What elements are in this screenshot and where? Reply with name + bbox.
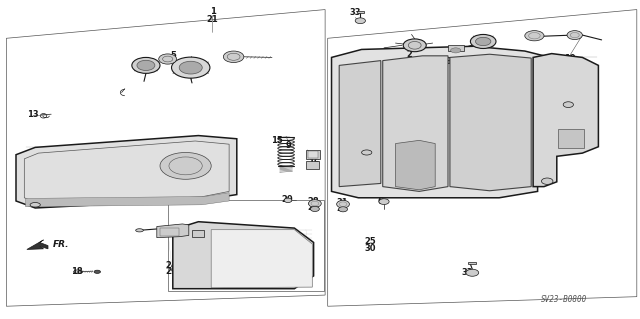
- Ellipse shape: [132, 57, 160, 73]
- Polygon shape: [396, 140, 435, 190]
- Ellipse shape: [310, 206, 319, 211]
- Polygon shape: [173, 222, 314, 289]
- Text: 19: 19: [564, 54, 575, 63]
- Text: SV23-B0800: SV23-B0800: [541, 295, 588, 304]
- Text: 21: 21: [207, 15, 218, 24]
- Ellipse shape: [362, 150, 372, 155]
- Polygon shape: [211, 230, 312, 288]
- Polygon shape: [16, 136, 237, 208]
- Ellipse shape: [541, 178, 553, 184]
- Text: 17: 17: [537, 177, 548, 186]
- Bar: [357, 11, 364, 13]
- Ellipse shape: [172, 57, 210, 78]
- Text: 11: 11: [189, 61, 201, 70]
- Ellipse shape: [179, 61, 202, 74]
- Ellipse shape: [94, 270, 100, 273]
- Polygon shape: [450, 54, 531, 191]
- Text: FR.: FR.: [52, 241, 69, 249]
- Ellipse shape: [476, 37, 491, 46]
- Text: 1: 1: [209, 7, 216, 16]
- Ellipse shape: [470, 34, 496, 48]
- Text: 5: 5: [170, 51, 176, 60]
- Ellipse shape: [284, 198, 292, 203]
- Text: 24: 24: [165, 261, 177, 270]
- Ellipse shape: [30, 203, 40, 207]
- Polygon shape: [27, 240, 48, 249]
- Bar: [448, 45, 464, 51]
- Text: 2: 2: [406, 50, 413, 59]
- Text: 31: 31: [337, 198, 348, 207]
- Ellipse shape: [451, 48, 461, 53]
- Text: 28: 28: [308, 197, 319, 206]
- Text: 33: 33: [461, 268, 473, 277]
- Ellipse shape: [137, 60, 155, 70]
- Text: 29: 29: [165, 267, 177, 276]
- Text: 5: 5: [234, 54, 240, 63]
- Text: 18: 18: [71, 267, 83, 276]
- Ellipse shape: [525, 31, 544, 41]
- Text: 22: 22: [340, 78, 351, 87]
- Bar: [306, 150, 320, 159]
- Text: 33: 33: [349, 8, 361, 17]
- Bar: [192, 230, 204, 237]
- Ellipse shape: [339, 207, 348, 212]
- Text: 12: 12: [360, 147, 372, 156]
- Text: 6: 6: [377, 197, 383, 206]
- Text: 27: 27: [337, 204, 348, 213]
- Text: 4: 4: [196, 271, 203, 279]
- Text: 32: 32: [559, 100, 570, 109]
- Text: 7: 7: [471, 57, 476, 66]
- Text: 9: 9: [285, 141, 291, 150]
- Text: 15: 15: [271, 136, 282, 145]
- Polygon shape: [26, 193, 229, 207]
- Polygon shape: [533, 54, 598, 187]
- Text: 13: 13: [28, 110, 39, 119]
- Bar: [168, 200, 324, 291]
- Text: 30: 30: [364, 244, 376, 253]
- Text: 3: 3: [343, 72, 348, 81]
- Ellipse shape: [355, 18, 365, 24]
- Ellipse shape: [563, 102, 573, 108]
- Text: 20: 20: [281, 195, 292, 204]
- Polygon shape: [383, 56, 448, 191]
- Ellipse shape: [337, 200, 349, 208]
- Ellipse shape: [160, 152, 211, 179]
- Ellipse shape: [308, 200, 321, 207]
- Text: 23: 23: [194, 277, 205, 286]
- Ellipse shape: [136, 229, 143, 232]
- Ellipse shape: [379, 199, 389, 204]
- Text: 26: 26: [308, 204, 319, 212]
- Text: 8: 8: [445, 57, 451, 66]
- Bar: [558, 129, 584, 148]
- Bar: [308, 151, 318, 158]
- Ellipse shape: [567, 31, 582, 40]
- Ellipse shape: [159, 54, 177, 64]
- Text: 25: 25: [364, 237, 376, 246]
- Polygon shape: [339, 61, 381, 187]
- Ellipse shape: [403, 39, 426, 52]
- Text: 14: 14: [308, 152, 319, 161]
- Bar: [468, 262, 476, 264]
- Bar: [160, 228, 179, 236]
- Ellipse shape: [223, 51, 244, 63]
- Ellipse shape: [466, 269, 479, 276]
- Polygon shape: [157, 224, 189, 238]
- Text: 16: 16: [308, 158, 319, 167]
- Bar: [306, 161, 319, 169]
- Text: 10: 10: [134, 60, 145, 69]
- Polygon shape: [332, 46, 550, 198]
- Ellipse shape: [74, 270, 83, 274]
